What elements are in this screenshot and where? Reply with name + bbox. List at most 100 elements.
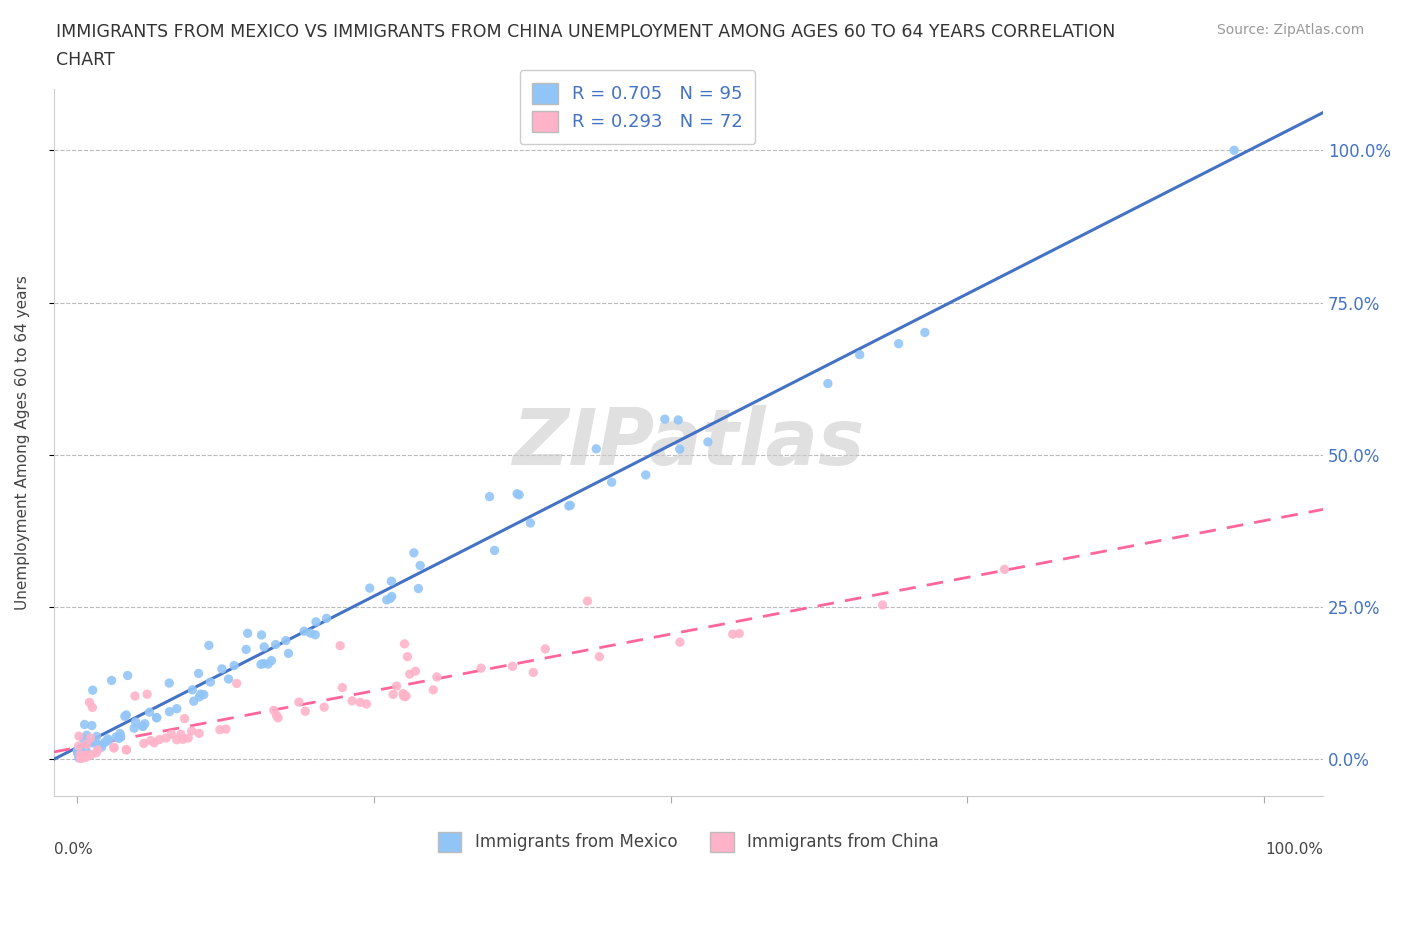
- Point: [160, 727, 183, 742]
- Point: [100, 673, 122, 688]
- Point: [115, 708, 138, 723]
- Point: [252, 656, 274, 671]
- Point: [225, 676, 247, 691]
- Text: CHART: CHART: [56, 51, 115, 69]
- Point: [668, 442, 690, 457]
- Point: [264, 637, 287, 652]
- Point: [558, 498, 581, 513]
- Point: [155, 731, 177, 746]
- Point: [519, 515, 541, 530]
- Point: [157, 675, 180, 690]
- Point: [108, 726, 131, 741]
- Point: [470, 660, 492, 675]
- Point: [696, 434, 718, 449]
- Point: [124, 714, 146, 729]
- Point: [274, 633, 297, 648]
- Point: [124, 688, 146, 703]
- Point: [408, 581, 430, 596]
- Text: IMMIGRANTS FROM MEXICO VS IMMIGRANTS FROM CHINA UNEMPLOYMENT AMONG AGES 60 TO 64: IMMIGRANTS FROM MEXICO VS IMMIGRANTS FRO…: [56, 23, 1115, 41]
- Point: [1223, 143, 1246, 158]
- Point: [132, 736, 155, 751]
- Point: [534, 642, 557, 657]
- Point: [73, 717, 96, 732]
- Point: [79, 695, 101, 710]
- Point: [585, 442, 607, 457]
- Point: [409, 558, 432, 573]
- Point: [76, 728, 98, 743]
- Point: [103, 739, 125, 754]
- Point: [187, 666, 209, 681]
- Point: [69, 745, 91, 760]
- Point: [188, 689, 211, 704]
- Point: [478, 489, 501, 504]
- Point: [887, 337, 910, 352]
- Point: [394, 636, 416, 651]
- Point: [87, 742, 110, 757]
- Point: [70, 745, 93, 760]
- Point: [172, 732, 194, 747]
- Point: [67, 751, 90, 765]
- Point: [136, 686, 159, 701]
- Point: [84, 737, 107, 751]
- Point: [392, 688, 415, 703]
- Point: [82, 700, 104, 715]
- Point: [181, 683, 204, 698]
- Point: [139, 733, 162, 748]
- Point: [588, 649, 610, 664]
- Point: [90, 739, 112, 754]
- Point: [817, 376, 839, 391]
- Text: Source: ZipAtlas.com: Source: ZipAtlas.com: [1216, 23, 1364, 37]
- Point: [382, 687, 405, 702]
- Point: [76, 737, 98, 751]
- Point: [396, 649, 419, 664]
- Point: [110, 729, 132, 744]
- Point: [288, 695, 311, 710]
- Point: [114, 709, 136, 724]
- Point: [69, 748, 91, 763]
- Point: [105, 730, 128, 745]
- Point: [848, 347, 870, 362]
- Point: [405, 664, 427, 679]
- Point: [89, 737, 111, 752]
- Point: [70, 751, 93, 765]
- Y-axis label: Unemployment Among Ages 60 to 64 years: Unemployment Among Ages 60 to 64 years: [15, 275, 30, 610]
- Point: [522, 665, 544, 680]
- Point: [236, 626, 259, 641]
- Point: [394, 689, 416, 704]
- Point: [146, 711, 169, 725]
- Point: [132, 719, 155, 734]
- Point: [292, 624, 315, 639]
- Point: [426, 670, 449, 684]
- Point: [138, 705, 160, 720]
- Point: [82, 683, 104, 698]
- Point: [257, 657, 280, 671]
- Text: ZIPatlas: ZIPatlas: [512, 405, 865, 481]
- Point: [87, 737, 110, 752]
- Point: [359, 580, 381, 595]
- Point: [80, 747, 103, 762]
- Point: [250, 628, 273, 643]
- Point: [157, 704, 180, 719]
- Point: [166, 732, 188, 747]
- Point: [215, 722, 238, 737]
- Point: [76, 750, 98, 764]
- Point: [330, 680, 353, 695]
- Point: [166, 701, 188, 716]
- Point: [75, 743, 97, 758]
- Point: [385, 679, 408, 694]
- Point: [914, 325, 936, 339]
- Point: [222, 658, 245, 673]
- Point: [177, 731, 200, 746]
- Point: [600, 475, 623, 490]
- Point: [66, 743, 89, 758]
- Point: [634, 468, 657, 483]
- Point: [80, 736, 103, 751]
- Point: [267, 711, 290, 725]
- Point: [484, 543, 506, 558]
- Point: [721, 627, 744, 642]
- Point: [180, 724, 202, 738]
- Point: [67, 743, 90, 758]
- Point: [115, 742, 138, 757]
- Point: [97, 731, 120, 746]
- Point: [993, 562, 1015, 577]
